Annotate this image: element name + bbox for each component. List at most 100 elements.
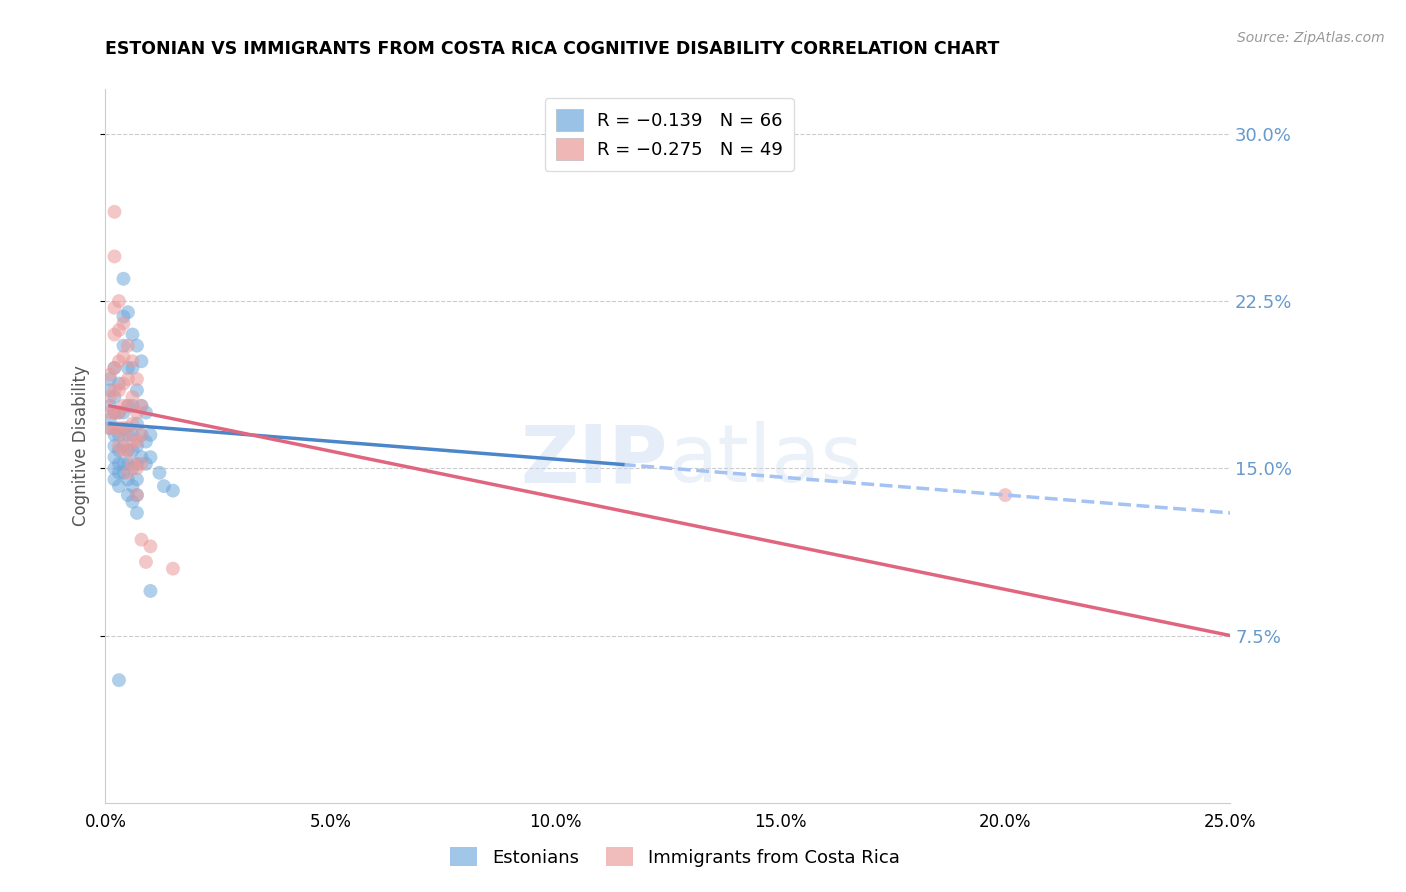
Point — [103, 405, 125, 420]
Point — [103, 384, 125, 398]
Point — [112, 427, 135, 442]
Point — [103, 473, 125, 487]
Point — [125, 338, 148, 352]
Point — [108, 443, 131, 458]
Point — [131, 399, 153, 413]
Point — [117, 399, 139, 413]
Point — [98, 421, 121, 435]
Point — [112, 443, 135, 458]
Point — [98, 372, 121, 386]
Point — [112, 338, 135, 352]
Point — [112, 466, 135, 480]
Point — [117, 399, 139, 413]
Text: Source: ZipAtlas.com: Source: ZipAtlas.com — [1237, 31, 1385, 45]
Point — [103, 421, 125, 435]
Point — [121, 479, 143, 493]
Point — [103, 204, 125, 219]
Point — [103, 450, 125, 465]
Point — [131, 450, 153, 465]
Point — [112, 350, 135, 364]
Text: ESTONIAN VS IMMIGRANTS FROM COSTA RICA COGNITIVE DISABILITY CORRELATION CHART: ESTONIAN VS IMMIGRANTS FROM COSTA RICA C… — [105, 40, 1000, 58]
Point — [112, 421, 135, 435]
Point — [131, 533, 153, 547]
Point — [108, 293, 131, 308]
Point — [121, 417, 143, 431]
Point — [153, 479, 176, 493]
Point — [112, 399, 135, 413]
Point — [108, 421, 131, 435]
Point — [125, 473, 148, 487]
Point — [112, 439, 135, 453]
Point — [131, 354, 153, 368]
Point — [98, 368, 121, 382]
Point — [131, 457, 153, 471]
Point — [108, 457, 131, 471]
Point — [131, 427, 153, 442]
Point — [112, 317, 135, 331]
Point — [112, 457, 135, 471]
Point — [139, 583, 162, 598]
Point — [139, 450, 162, 465]
Point — [117, 466, 139, 480]
Point — [117, 360, 139, 375]
Point — [121, 434, 143, 449]
Point — [108, 673, 131, 687]
Point — [103, 249, 125, 264]
Point — [103, 427, 125, 442]
Point — [117, 372, 139, 386]
Point — [103, 327, 125, 342]
Point — [117, 338, 139, 352]
Point — [121, 494, 143, 508]
Point — [108, 466, 131, 480]
Point — [139, 427, 162, 442]
Point — [108, 439, 131, 453]
Point — [131, 399, 153, 413]
Point — [103, 439, 125, 453]
Point — [103, 405, 125, 420]
Point — [121, 399, 143, 413]
Point — [135, 555, 157, 569]
Point — [98, 399, 121, 413]
Legend: Estonians, Immigrants from Costa Rica: Estonians, Immigrants from Costa Rica — [443, 840, 907, 874]
Point — [108, 479, 131, 493]
Point — [125, 405, 148, 420]
Point — [125, 439, 148, 453]
Point — [117, 457, 139, 471]
Point — [121, 360, 143, 375]
Point — [103, 301, 125, 315]
Point — [125, 384, 148, 398]
Point — [135, 405, 157, 420]
Legend: R = −0.139   N = 66, R = −0.275   N = 49: R = −0.139 N = 66, R = −0.275 N = 49 — [544, 98, 794, 171]
Point — [162, 562, 184, 576]
Text: ZIP: ZIP — [520, 421, 668, 500]
Point — [117, 305, 139, 319]
Point — [125, 506, 148, 520]
Point — [125, 372, 148, 386]
Point — [98, 405, 121, 420]
Point — [139, 539, 162, 553]
Point — [125, 488, 148, 502]
Point — [994, 488, 1017, 502]
Point — [108, 376, 131, 391]
Point — [103, 390, 125, 404]
Point — [117, 443, 139, 458]
Point — [121, 327, 143, 342]
Point — [117, 488, 139, 502]
Point — [125, 417, 148, 431]
Point — [121, 427, 143, 442]
Point — [125, 434, 148, 449]
Point — [117, 427, 139, 442]
Point — [117, 421, 139, 435]
Point — [148, 466, 170, 480]
Point — [98, 390, 121, 404]
Point — [135, 434, 157, 449]
Point — [103, 461, 125, 475]
Point — [117, 473, 139, 487]
Point — [98, 421, 121, 435]
Point — [112, 405, 135, 420]
Point — [125, 461, 148, 475]
Point — [108, 427, 131, 442]
Point — [108, 354, 131, 368]
Point — [121, 354, 143, 368]
Point — [108, 384, 131, 398]
